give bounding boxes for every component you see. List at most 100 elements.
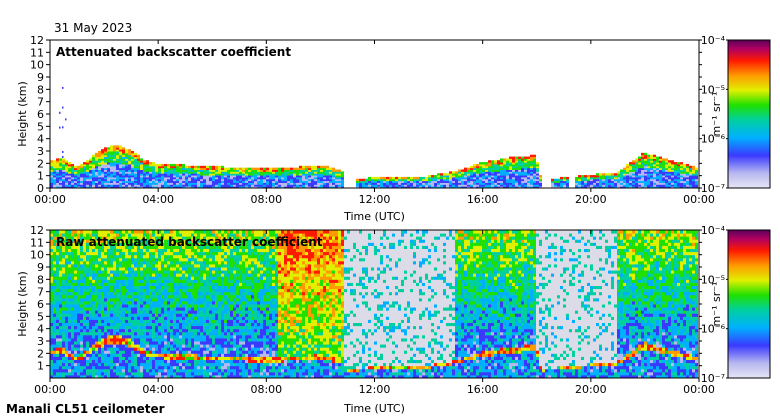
heatmap-cell — [71, 310, 74, 314]
heatmap-cell — [65, 118, 67, 121]
heatmap-cell — [563, 178, 566, 182]
heatmap-cell — [230, 184, 233, 187]
heatmap-cell — [83, 233, 86, 237]
heatmap-cell — [659, 178, 662, 182]
heatmap-cell — [617, 178, 620, 182]
heatmap-cell — [68, 279, 71, 283]
heatmap-cell — [110, 149, 113, 152]
heatmap-cell — [626, 165, 629, 169]
heatmap-cell — [674, 167, 677, 170]
heatmap-cell — [500, 182, 503, 185]
heatmap-cell — [167, 371, 170, 376]
heatmap-cell — [194, 356, 197, 360]
heatmap-cell — [470, 176, 473, 180]
heatmap-cell — [191, 167, 194, 170]
heatmap-cell — [68, 319, 71, 323]
heatmap-cell — [656, 169, 659, 172]
heatmap-cell — [80, 270, 83, 274]
heatmap-cell — [128, 257, 131, 262]
heatmap-cell — [431, 175, 434, 178]
heatmap-cell — [629, 182, 632, 185]
heatmap-cell — [164, 319, 167, 323]
heatmap-cell — [650, 178, 653, 182]
heatmap-cell — [446, 173, 449, 176]
heatmap-cell — [578, 186, 581, 189]
heatmap-cell — [86, 230, 89, 234]
heatmap-cell — [110, 186, 113, 189]
heatmap-cell — [56, 359, 59, 364]
heatmap-cell — [188, 344, 191, 348]
heatmap-cell — [173, 242, 176, 246]
heatmap-cell — [185, 322, 188, 327]
heatmap-cell — [110, 160, 113, 163]
heatmap-cell — [98, 178, 101, 182]
heatmap-cell — [668, 186, 671, 189]
heatmap-cell — [167, 297, 170, 302]
heatmap-cell — [179, 285, 182, 290]
heatmap-cell — [191, 178, 194, 182]
heatmap-cell — [176, 288, 179, 293]
heatmap-cell — [140, 288, 143, 293]
heatmap-cell — [119, 182, 122, 185]
heatmap-cell — [596, 176, 599, 180]
heatmap-cell — [179, 248, 182, 253]
heatmap-cell — [101, 365, 104, 370]
heatmap-cell — [653, 162, 656, 165]
heatmap-cell — [521, 165, 524, 169]
heatmap-cell — [158, 362, 161, 367]
heatmap-cell — [53, 341, 56, 345]
heatmap-cell — [101, 186, 104, 189]
heatmap-cell — [434, 180, 437, 183]
heatmap-cell — [101, 149, 104, 152]
heatmap-cell — [503, 173, 506, 176]
heatmap-cell — [152, 356, 155, 360]
heatmap-cell — [74, 362, 77, 367]
heatmap-cell — [62, 126, 64, 129]
heatmap-cell — [329, 184, 332, 187]
heatmap-cell — [662, 175, 665, 178]
heatmap-cell — [152, 365, 155, 370]
heatmap-cell — [101, 152, 104, 156]
heatmap-cell — [500, 176, 503, 180]
heatmap-cell — [59, 182, 62, 185]
heatmap-cell — [101, 276, 104, 280]
heatmap-cell — [650, 180, 653, 183]
heatmap-cell — [116, 325, 119, 330]
heatmap-cell — [134, 273, 137, 277]
heatmap-cell — [167, 248, 170, 253]
heatmap-cell — [233, 184, 236, 187]
heatmap-cell — [191, 344, 194, 348]
heatmap-cell — [125, 371, 128, 376]
heatmap-cell — [131, 344, 134, 348]
heatmap-cell — [80, 230, 83, 234]
heatmap-cell — [158, 230, 161, 234]
heatmap-cell — [656, 158, 659, 161]
heatmap-cell — [509, 184, 512, 187]
heatmap-cell — [125, 167, 128, 170]
heatmap-cell — [695, 167, 698, 170]
heatmap-cell — [293, 176, 296, 180]
heatmap-cell — [158, 184, 161, 187]
heatmap-cell — [653, 158, 656, 161]
heatmap-cell — [59, 254, 62, 259]
heatmap-cell — [68, 356, 71, 360]
heatmap-cell — [119, 145, 122, 148]
heatmap-cell — [173, 291, 176, 296]
heatmap-cell — [143, 251, 146, 256]
heatmap-cell — [155, 260, 158, 265]
heatmap-cell — [128, 169, 131, 172]
heatmap-cell — [257, 182, 260, 185]
heatmap-cell — [74, 186, 77, 189]
heatmap-cell — [59, 248, 62, 253]
heatmap-cell — [125, 257, 128, 262]
heatmap-cell — [197, 251, 200, 256]
heatmap-cell — [494, 186, 497, 189]
heatmap-cell — [116, 341, 119, 345]
heatmap-cell — [113, 162, 116, 165]
heatmap-cell — [257, 180, 260, 183]
heatmap-cell — [107, 337, 110, 342]
heatmap-cell — [86, 163, 89, 167]
heatmap-cell — [254, 167, 257, 170]
heatmap-cell — [230, 173, 233, 176]
heatmap-cell — [188, 279, 191, 283]
